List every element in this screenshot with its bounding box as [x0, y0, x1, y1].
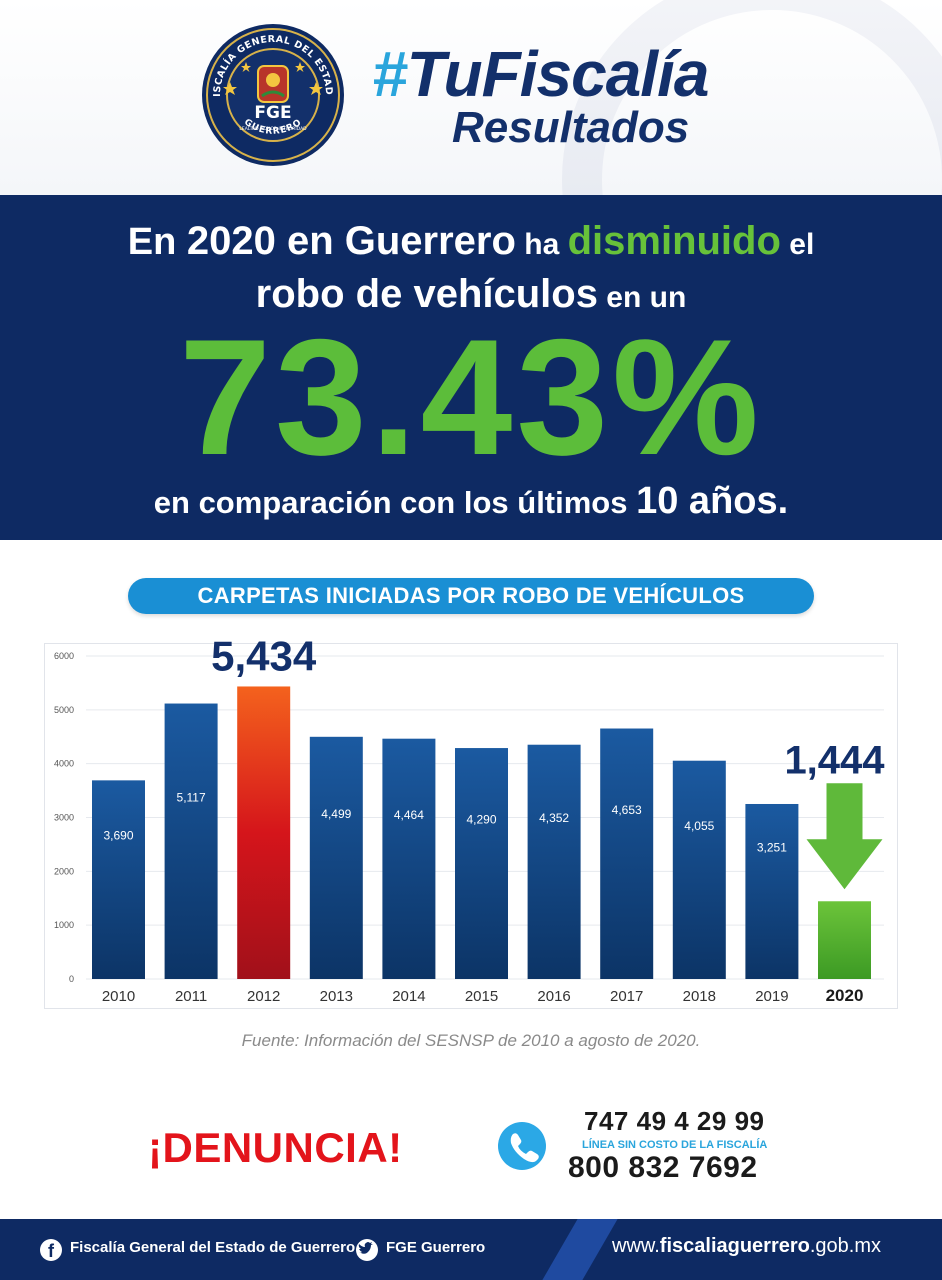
- data-label: 4,464: [394, 808, 424, 822]
- x-tick-label: 2016: [537, 988, 570, 1005]
- data-label: 3,251: [757, 840, 787, 854]
- headline-line-2: robo de vehículos en un: [255, 272, 687, 316]
- y-tick-label: 0: [69, 974, 74, 984]
- bar-chart: 0 1000 2000 3000 4000 5000 6000 2010 3,690 2011 5…: [54, 632, 885, 1005]
- website-link[interactable]: www.fiscaliaguerrero.gob.mx: [612, 1235, 882, 1257]
- bar-2017: [600, 728, 654, 979]
- x-tick-label: 2015: [465, 988, 498, 1005]
- twitter-bird-icon: [358, 1242, 373, 1254]
- x-tick-label: 2013: [320, 988, 353, 1005]
- footer-accent-stripe: [542, 1219, 618, 1280]
- bar-2019: [745, 803, 799, 979]
- twitter-icon[interactable]: [356, 1239, 378, 1261]
- bar-2013: [309, 736, 363, 979]
- x-tick-label: 2020: [826, 986, 864, 1005]
- data-label: 4,290: [466, 813, 496, 827]
- phone-number-toll-free[interactable]: 800 832 7692: [568, 1151, 758, 1184]
- data-label: 3,690: [103, 829, 133, 843]
- x-tick-label: 2010: [102, 988, 135, 1005]
- fge-seal-logo: FISCALÍA GENERAL DEL ESTADO GUERRERO FGE…: [200, 22, 344, 166]
- footer: f Fiscalía General del Estado de Guerrer…: [0, 1219, 942, 1280]
- data-label: 4,499: [321, 807, 351, 821]
- x-tick-label: 2018: [683, 988, 716, 1005]
- data-label-current: 1,444: [784, 738, 885, 782]
- data-label: 4,352: [539, 811, 569, 825]
- y-tick-label: 1000: [54, 920, 74, 930]
- facebook-account-link[interactable]: Fiscalía General del Estado de Guerrero: [70, 1239, 356, 1256]
- twitter-account-link[interactable]: FGE Guerrero: [386, 1239, 486, 1256]
- bar-2012: [237, 686, 291, 979]
- x-tick-label: 2012: [247, 988, 280, 1005]
- y-tick-label: 2000: [54, 866, 74, 876]
- phone-icon: [498, 1122, 546, 1170]
- svg-text:LEALTAD HONOR INTEGRIDAD: LEALTAD HONOR INTEGRIDAD: [239, 126, 307, 132]
- data-label: 5,117: [177, 790, 206, 804]
- bar-2020: [818, 901, 871, 979]
- brand-subtitle: Resultados: [452, 103, 690, 152]
- headline-line-1: En 2020 en Guerrero ha disminuido el: [127, 219, 815, 263]
- data-label-max: 5,434: [211, 632, 317, 679]
- headline-percentage: 73.43%: [179, 305, 763, 489]
- y-tick-label: 4000: [54, 759, 74, 769]
- headline-line-3: en comparación con los últimos 10 años.: [153, 480, 789, 522]
- x-tick-label: 2019: [755, 988, 788, 1005]
- brand-title: #TuFiscalía: [372, 38, 709, 110]
- phone-number-local[interactable]: 747 49 4 29 99: [584, 1106, 765, 1136]
- x-tick-label: 2017: [610, 988, 643, 1005]
- bar-2014: [382, 738, 436, 979]
- data-label: 4,653: [612, 803, 642, 817]
- bar-2015: [455, 748, 508, 979]
- bar-2018: [672, 760, 726, 979]
- y-tick-label: 3000: [54, 813, 74, 823]
- svg-text:FGE: FGE: [254, 103, 291, 123]
- phone-glyph-icon: [510, 1133, 539, 1163]
- bar-2010: [92, 780, 145, 979]
- bar-2016: [527, 744, 581, 979]
- chart-title: CARPETAS INICIADAS POR ROBO DE VEHÍCULOS: [128, 578, 814, 614]
- bar-2011: [164, 703, 218, 979]
- toll-free-note: LÍNEA SIN COSTO DE LA FISCALÍA: [582, 1139, 768, 1151]
- header: FISCALÍA GENERAL DEL ESTADO GUERRERO FGE…: [0, 0, 942, 195]
- source-note: Fuente: Información del SESNSP de 2010 a…: [241, 1031, 701, 1050]
- denuncia-label: ¡DENUNCIA!: [148, 1124, 403, 1171]
- down-arrow-icon: [806, 783, 883, 890]
- x-tick-label: 2011: [175, 988, 207, 1005]
- y-tick-label: 6000: [54, 651, 74, 661]
- x-tick-label: 2014: [392, 988, 425, 1005]
- headline-band: En 2020 en Guerrero ha disminuido el rob…: [0, 195, 942, 540]
- facebook-icon[interactable]: f: [40, 1239, 62, 1261]
- y-tick-label: 5000: [54, 705, 74, 715]
- data-label: 4,055: [684, 819, 714, 833]
